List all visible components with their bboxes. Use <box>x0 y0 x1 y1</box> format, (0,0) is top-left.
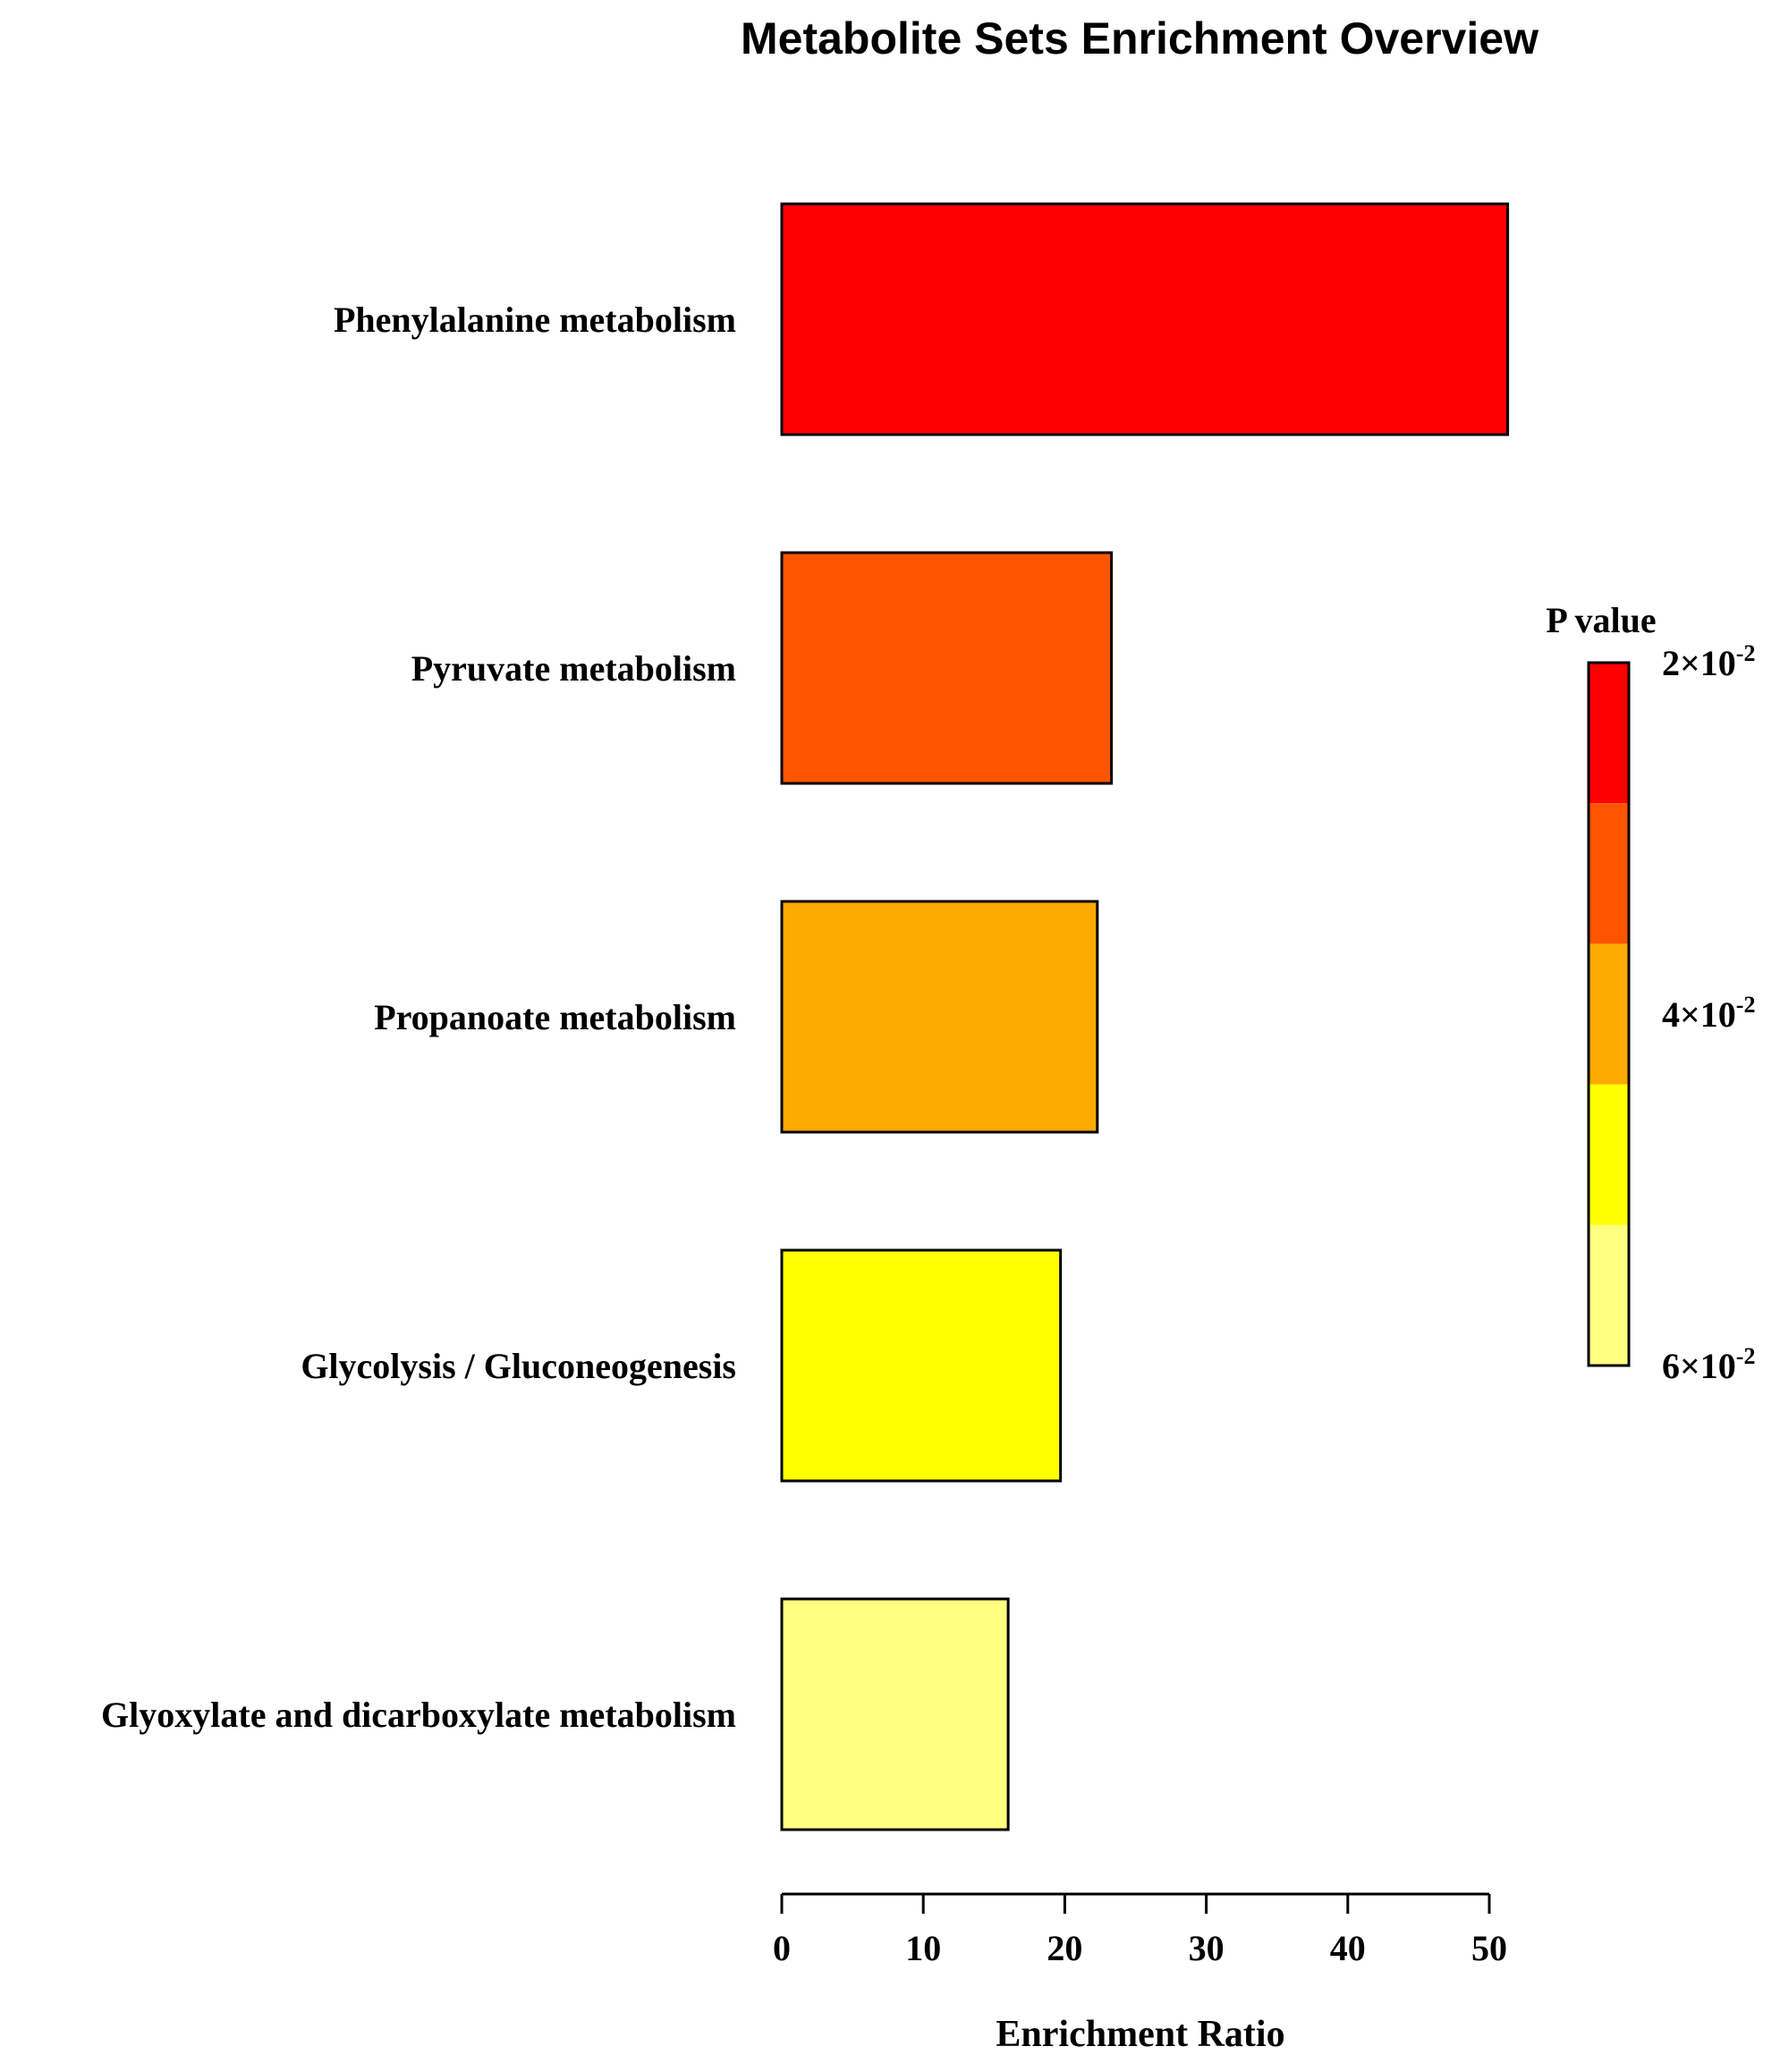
category-label: Phenylalanine metabolism <box>334 300 736 340</box>
x-tick-label: 40 <box>1330 1928 1366 1968</box>
legend-swatch <box>1589 803 1629 944</box>
category-label: Glycolysis / Gluconeogenesis <box>301 1346 736 1386</box>
legend-label: 2×10-2 <box>1662 640 1755 683</box>
bar <box>780 202 1510 436</box>
bar <box>780 551 1114 785</box>
legend-swatch <box>1589 663 1629 804</box>
category-label: Glyoxylate and dicarboxylate metabolism <box>101 1695 736 1735</box>
x-axis-label: Enrichment Ratio <box>996 2014 1284 2055</box>
x-axis: 0 10 20 30 40 50 <box>773 1892 1507 1968</box>
x-tick-label: 30 <box>1189 1928 1225 1968</box>
legend-swatch <box>1589 1224 1629 1366</box>
x-tick-label: 10 <box>905 1928 941 1968</box>
x-tick-label: 20 <box>1047 1928 1082 1968</box>
bar-group <box>780 202 1510 1831</box>
x-tick-label: 50 <box>1471 1928 1507 1968</box>
chart-title: Metabolite Sets Enrichment Overview <box>741 13 1538 63</box>
legend-label: 4×10-2 <box>1662 992 1755 1035</box>
category-label: Propanoate metabolism <box>374 997 736 1037</box>
legend-label: 6×10-2 <box>1662 1343 1755 1386</box>
p-value-legend: P value 2×10-2 4×10-2 6×10-2 <box>1546 600 1755 1386</box>
x-tick-label: 0 <box>773 1928 791 1968</box>
legend-title: P value <box>1546 600 1656 640</box>
bar <box>780 1248 1063 1483</box>
bar <box>780 1597 1010 1831</box>
category-label: Pyruvate metabolism <box>411 648 736 689</box>
legend-swatch <box>1589 1084 1629 1225</box>
category-labels: Phenylalanine metabolism Pyruvate metabol… <box>101 300 736 1735</box>
legend-swatch <box>1589 943 1629 1085</box>
legend-frame <box>1587 661 1631 1367</box>
bar <box>780 900 1099 1134</box>
